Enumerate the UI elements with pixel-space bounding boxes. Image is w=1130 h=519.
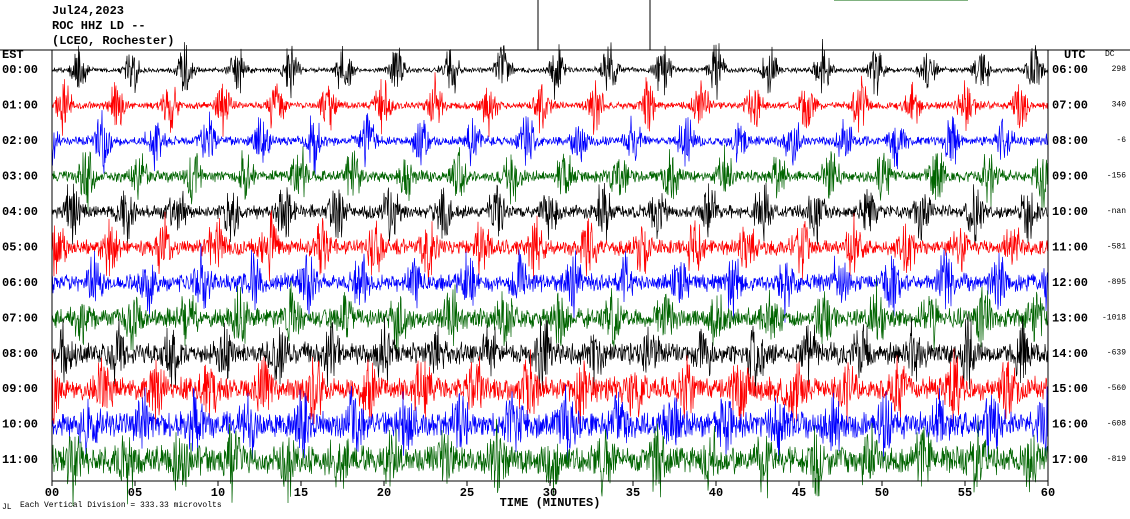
dc-value: -581 bbox=[1107, 242, 1126, 251]
utc-label: 12:00 bbox=[1052, 276, 1088, 290]
utc-label: 15:00 bbox=[1052, 382, 1088, 396]
est-label: 04:00 bbox=[2, 205, 38, 219]
est-label: 01:00 bbox=[2, 99, 38, 113]
trace bbox=[51, 418, 1049, 507]
utc-label: 17:00 bbox=[1052, 453, 1088, 467]
location: (LCEO, Rochester) bbox=[52, 34, 174, 48]
utc-label: 11:00 bbox=[1052, 240, 1088, 254]
utc-label: 07:00 bbox=[1052, 99, 1088, 113]
x-tick-label: 35 bbox=[626, 486, 640, 500]
trace bbox=[51, 182, 1048, 246]
trace bbox=[51, 278, 1049, 353]
est-label: 05:00 bbox=[2, 240, 38, 254]
est-label: 07:00 bbox=[2, 311, 38, 325]
est-label: 11:00 bbox=[2, 453, 38, 467]
utc-label: 09:00 bbox=[1052, 170, 1088, 184]
x-tick-label: 40 bbox=[709, 486, 723, 500]
dc-value: -639 bbox=[1107, 349, 1126, 358]
est-label: 10:00 bbox=[2, 418, 38, 432]
utc-label: UTC bbox=[1064, 48, 1086, 62]
dc-value: -895 bbox=[1107, 278, 1126, 287]
x-tick-label: 10 bbox=[211, 486, 225, 500]
x-tick-label: 45 bbox=[792, 486, 806, 500]
utc-label: 08:00 bbox=[1052, 134, 1088, 148]
trace bbox=[51, 38, 1049, 100]
dc-value: -560 bbox=[1107, 384, 1126, 393]
dc-value: -156 bbox=[1107, 171, 1126, 180]
dc-value: -6 bbox=[1116, 136, 1126, 145]
utc-label: 13:00 bbox=[1052, 311, 1088, 325]
x-tick-label: 55 bbox=[958, 486, 972, 500]
dc-value: -nan bbox=[1107, 207, 1126, 216]
utc-label: 16:00 bbox=[1052, 418, 1088, 432]
trace bbox=[51, 72, 1049, 137]
traces bbox=[51, 38, 1049, 507]
est-label: 02:00 bbox=[2, 134, 38, 148]
utc-label: 10:00 bbox=[1052, 205, 1088, 219]
x-tick-label: 50 bbox=[875, 486, 889, 500]
dc-value: -819 bbox=[1107, 455, 1126, 464]
footer-mark: JL bbox=[2, 503, 12, 512]
station: ROC HHZ LD -- bbox=[52, 19, 146, 33]
date: Jul24,2023 bbox=[52, 4, 124, 18]
x-axis-label: TIME (MINUTES) bbox=[500, 496, 601, 510]
est-label: 06:00 bbox=[2, 276, 38, 290]
dc-value: 298 bbox=[1112, 65, 1127, 74]
trace bbox=[51, 243, 1049, 323]
trace bbox=[51, 348, 1049, 430]
est-label: 08:00 bbox=[2, 347, 38, 361]
trace bbox=[51, 110, 1049, 176]
x-tick-label: 30 bbox=[543, 486, 557, 500]
footer-note: Each Vertical Division = 333.33 microvol… bbox=[20, 501, 222, 510]
x-tick-label: 20 bbox=[377, 486, 391, 500]
est-label: 00:00 bbox=[2, 63, 38, 77]
trace bbox=[51, 210, 1049, 285]
utc-label: 06:00 bbox=[1052, 63, 1088, 77]
x-tick-label: 05 bbox=[128, 486, 142, 500]
trace bbox=[51, 313, 1049, 396]
dc-label: DC bbox=[1105, 50, 1115, 59]
est-label: 03:00 bbox=[2, 170, 38, 184]
x-tick-label: 25 bbox=[460, 486, 474, 500]
est-label: EST bbox=[2, 48, 24, 62]
x-tick-label: 15 bbox=[294, 486, 308, 500]
x-tick-label: 60 bbox=[1041, 486, 1055, 500]
dc-value: -608 bbox=[1107, 420, 1126, 429]
dc-value: -1018 bbox=[1102, 313, 1126, 322]
utc-label: 14:00 bbox=[1052, 347, 1088, 361]
trace bbox=[51, 144, 1049, 212]
est-label: 09:00 bbox=[2, 382, 38, 396]
x-tick-label: 00 bbox=[45, 486, 59, 500]
trace bbox=[51, 384, 1049, 463]
dc-value: 340 bbox=[1112, 101, 1127, 110]
